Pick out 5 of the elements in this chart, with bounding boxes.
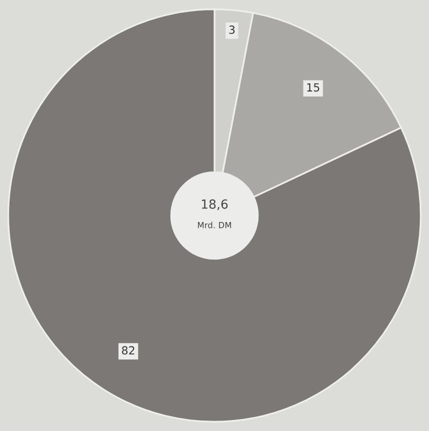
text: 18,6 [202, 199, 228, 210]
data-label: 3 [229, 26, 235, 34]
data-label: 82 [122, 346, 134, 355]
text: Mrd. DM [198, 222, 232, 228]
data-label: 15 [307, 83, 320, 92]
